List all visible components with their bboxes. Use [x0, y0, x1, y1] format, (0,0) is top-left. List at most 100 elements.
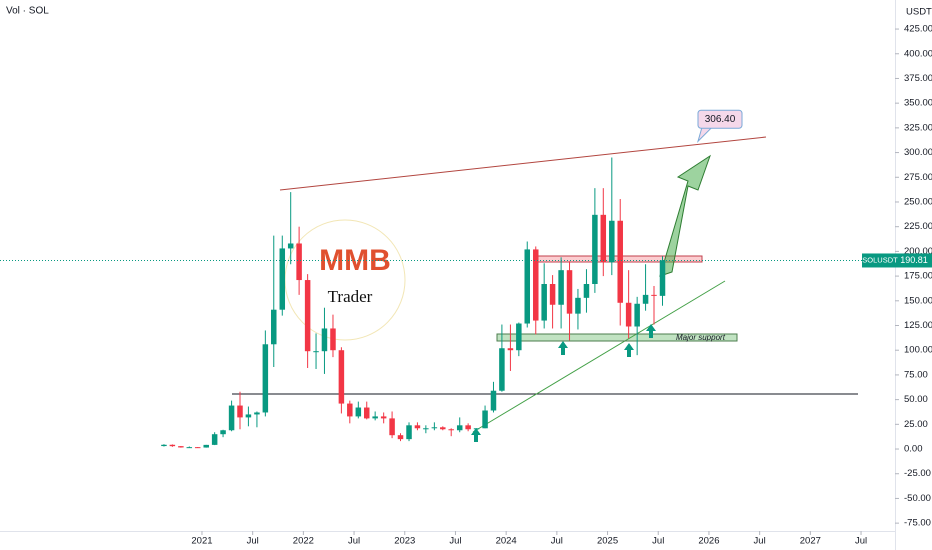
- symbol-tag: [862, 253, 898, 268]
- candle-body: [609, 220, 615, 263]
- candle-body: [271, 309, 277, 345]
- candle-body: [355, 407, 362, 417]
- candle-body: [194, 447, 201, 449]
- x-tick-label: Jul: [855, 536, 867, 547]
- y-tick-label: -50.00: [904, 493, 931, 504]
- candle-body: [304, 280, 311, 352]
- y-tick-label: 150.00: [904, 295, 932, 306]
- x-tick-label: Jul: [551, 536, 563, 547]
- x-tick-label: Jul: [247, 536, 259, 547]
- candle-body: [279, 248, 286, 310]
- y-tick-label: 400.00: [904, 48, 932, 59]
- plot: 425.00 400.00 375.00 350.00 325.00 300.00 275.…: [0, 24, 932, 547]
- candle-body: [659, 260, 666, 296]
- candle-body: [642, 294, 649, 304]
- candle-body: [330, 328, 336, 351]
- candle-body: [296, 243, 302, 281]
- x-tick-label: 2022: [293, 536, 314, 547]
- candle-body: [414, 425, 421, 429]
- candle-body: [237, 405, 243, 418]
- candle-body: [389, 418, 395, 436]
- candle-body: [456, 425, 463, 431]
- y-tick-label: 100.00: [904, 345, 932, 356]
- candle-body: [220, 430, 226, 435]
- x-tick-label: 2021: [191, 536, 212, 547]
- y-tick-label: 50.00: [904, 394, 928, 405]
- y-tick-label: 0.00: [904, 444, 923, 455]
- x-tick-label: 2027: [800, 536, 821, 547]
- up-arrow: [471, 428, 481, 442]
- candle-body: [558, 270, 564, 305]
- candle-body: [372, 416, 378, 419]
- x-tick-label: 2023: [394, 536, 415, 547]
- candle-body: [262, 344, 269, 413]
- candle-body: [473, 428, 480, 430]
- candle-body: [397, 435, 404, 440]
- candle-body: [583, 284, 590, 298]
- y-tick-label: 75.00: [904, 369, 928, 380]
- up-arrow: [646, 324, 656, 338]
- y-tick-label: -25.00: [904, 468, 931, 479]
- candle-body: [499, 348, 505, 391]
- resistance-trendline: [279, 136, 767, 191]
- candle-body: [634, 303, 640, 327]
- legend-title: Vol · SOL: [6, 6, 49, 17]
- x-tick-label: Jul: [449, 536, 461, 547]
- candle-body: [448, 429, 454, 431]
- candle-body: [507, 348, 514, 351]
- arrows: [471, 324, 656, 442]
- candle-body: [431, 427, 438, 429]
- x-tick-label: 2025: [597, 536, 618, 547]
- candle-body: [161, 444, 167, 447]
- candle-body: [566, 270, 573, 314]
- x-tick-label: 2026: [698, 536, 719, 547]
- candle-body: [338, 350, 345, 404]
- y-tick-label: -75.00: [904, 518, 931, 529]
- candle-body: [541, 284, 547, 321]
- candle-body: [465, 425, 471, 430]
- price-tag: [898, 253, 932, 268]
- target-arrow: [659, 154, 711, 277]
- currency: USDT: [906, 7, 932, 18]
- candle-body: [625, 302, 632, 327]
- candle-body: [516, 323, 522, 351]
- y-tick-label: 275.00: [904, 172, 932, 183]
- up-arrow: [624, 343, 634, 357]
- y-tick-label: 325.00: [904, 122, 932, 133]
- candle-body: [254, 412, 260, 415]
- target-label: 306.40: [705, 114, 736, 125]
- y-tick-label: 350.00: [904, 98, 932, 109]
- y-tick-label: 250.00: [904, 196, 932, 207]
- candle-body: [245, 414, 252, 418]
- y-tick-label: 300.00: [904, 147, 932, 158]
- target-box: [697, 109, 743, 129]
- candle-body: [321, 328, 328, 352]
- candle-body: [347, 403, 353, 417]
- candle-body: [186, 447, 193, 449]
- x-tick-label: Jul: [754, 536, 766, 547]
- x-tick-label: 2024: [496, 536, 517, 547]
- candle-body: [482, 410, 488, 429]
- support-label: Major support: [676, 333, 726, 342]
- price-label: 190.81: [900, 255, 928, 265]
- candle-body: [490, 390, 497, 411]
- candle-body: [524, 249, 530, 324]
- candle-body: [313, 351, 319, 353]
- x-tick-label: Jul: [652, 536, 664, 547]
- candle-body: [592, 214, 598, 285]
- y-tick-label: 425.00: [904, 24, 932, 35]
- candle-body: [600, 214, 607, 263]
- up-arrow: [558, 341, 568, 355]
- candle-body: [380, 416, 387, 419]
- candle-body: [575, 297, 581, 314]
- y-tick-label: 225.00: [904, 221, 932, 232]
- support-trendline: [472, 280, 726, 433]
- y-tick-label: 125.00: [904, 320, 932, 331]
- x-tick-label: Jul: [348, 536, 360, 547]
- candle-body: [287, 243, 294, 249]
- candle-body: [423, 428, 429, 430]
- candle-body: [178, 446, 184, 448]
- candle-body: [617, 220, 623, 303]
- candle-body: [363, 407, 370, 419]
